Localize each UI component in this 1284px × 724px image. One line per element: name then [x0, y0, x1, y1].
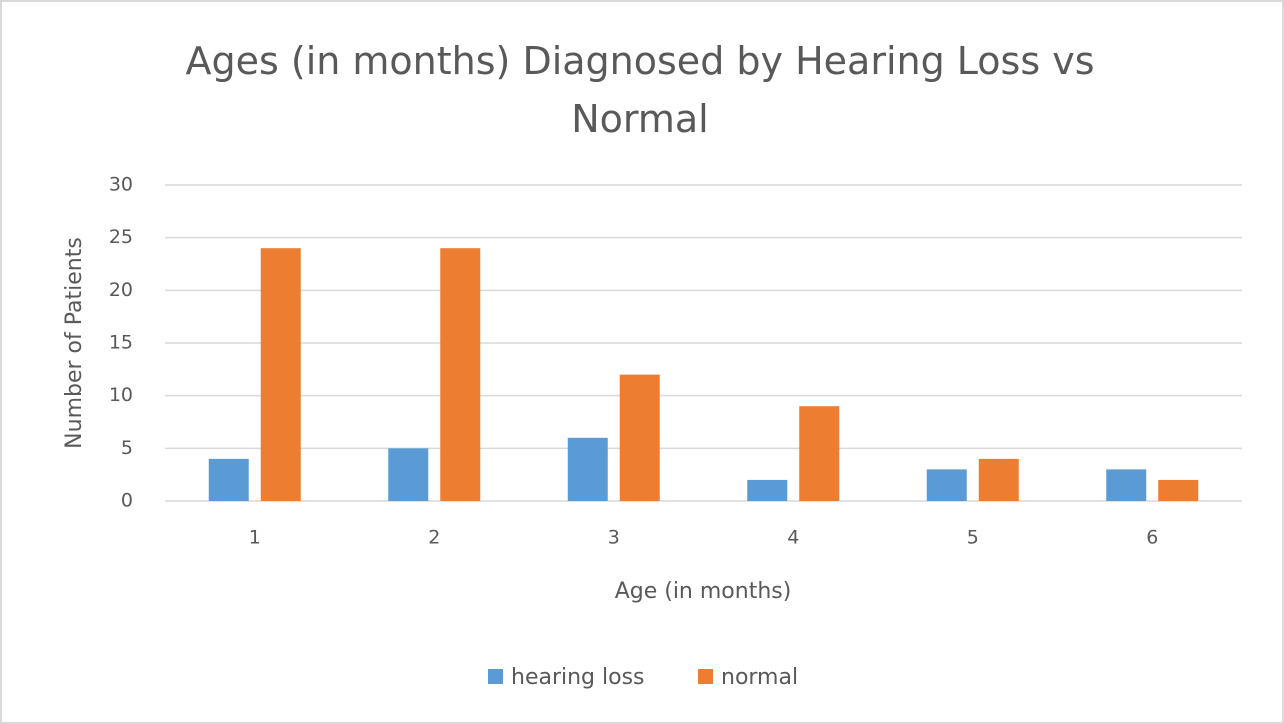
legend-label: normal — [721, 665, 798, 690]
y-tick-label: 30 — [109, 174, 133, 196]
chart-title: Ages (in months) Diagnosed by Hearing Lo… — [185, 39, 1095, 141]
bar — [926, 469, 967, 501]
x-tick-label: 6 — [1146, 527, 1158, 549]
y-tick-label: 25 — [109, 226, 133, 248]
x-axis-title: Age (in months) — [615, 579, 792, 604]
bar — [260, 248, 301, 501]
x-tick-label: 4 — [787, 527, 799, 549]
x-tick-label: 1 — [249, 527, 261, 549]
y-tick-label: 20 — [109, 279, 133, 301]
legend-label: hearing loss — [511, 665, 645, 690]
bar — [799, 406, 840, 501]
y-tick-label: 5 — [121, 437, 133, 459]
bar — [208, 458, 249, 501]
bar — [1106, 469, 1147, 501]
legend-swatch — [698, 669, 713, 684]
legend-swatch — [488, 669, 503, 684]
x-tick-label: 2 — [428, 527, 440, 549]
bar — [978, 458, 1019, 501]
x-tick-label: 5 — [967, 527, 979, 549]
y-axis-title: Number of Patients — [62, 237, 87, 449]
bar — [619, 374, 660, 501]
bar — [747, 479, 788, 501]
y-tick-label: 10 — [109, 384, 133, 406]
y-tick-label: 15 — [109, 332, 133, 354]
bar — [440, 248, 481, 501]
bar — [567, 437, 608, 501]
bar — [1158, 479, 1199, 501]
x-tick-label: 3 — [608, 527, 620, 549]
y-tick-label: 0 — [121, 490, 133, 512]
bar — [388, 448, 429, 501]
